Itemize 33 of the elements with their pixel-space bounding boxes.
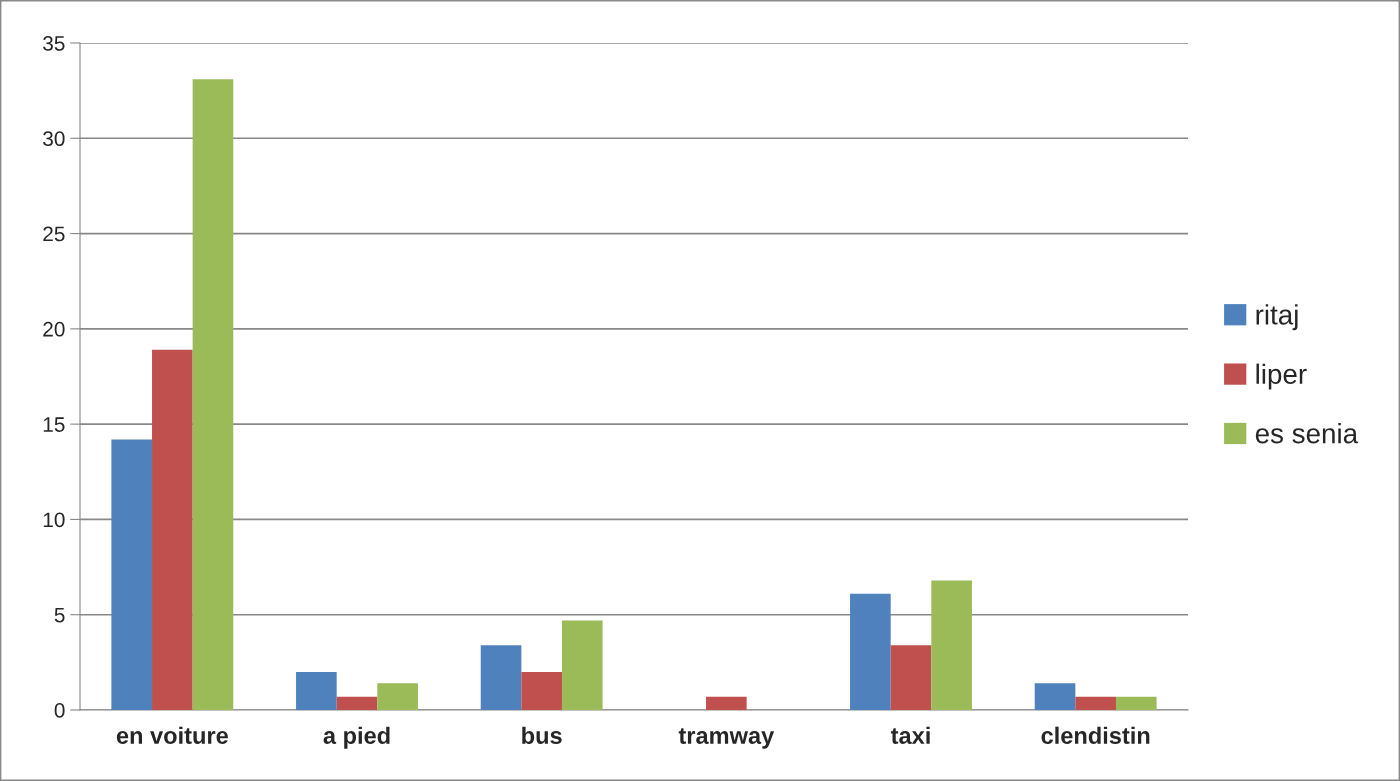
bar	[931, 580, 972, 710]
legend-label: ritaj	[1256, 304, 1298, 331]
bar	[111, 439, 153, 710]
bar	[296, 671, 337, 710]
y-tick-label: 5	[54, 607, 65, 623]
bar	[521, 671, 562, 710]
x-tick-label: en voiture	[116, 726, 228, 745]
y-tick-label: 20	[43, 321, 65, 337]
bar	[850, 593, 891, 710]
y-tick-label: 15	[43, 417, 65, 432]
bar	[706, 696, 747, 710]
x-tick-label: bus	[522, 726, 562, 745]
y-tick-label: 30	[43, 131, 65, 147]
y-tick-label: 0	[54, 703, 65, 718]
bar	[377, 683, 418, 710]
x-tick-label: clendistin	[1041, 726, 1150, 745]
x-tick-label: taxi	[890, 726, 930, 745]
y-tick-label: 25	[43, 226, 65, 242]
legend-label: es senia	[1255, 423, 1359, 444]
x-tick-label: tramway	[678, 728, 775, 749]
y-tick-label: 35	[43, 36, 65, 51]
bar	[152, 349, 193, 710]
bar	[1034, 683, 1076, 710]
y-tick-label: 10	[43, 512, 65, 528]
legend-label: liper	[1256, 363, 1307, 390]
bar	[336, 696, 378, 710]
bar	[890, 645, 932, 710]
bar	[561, 620, 603, 710]
bar	[1075, 696, 1116, 710]
bar	[1115, 696, 1157, 710]
x-tick-label: a pied	[323, 726, 390, 749]
bar	[480, 645, 522, 710]
bar	[192, 79, 234, 710]
